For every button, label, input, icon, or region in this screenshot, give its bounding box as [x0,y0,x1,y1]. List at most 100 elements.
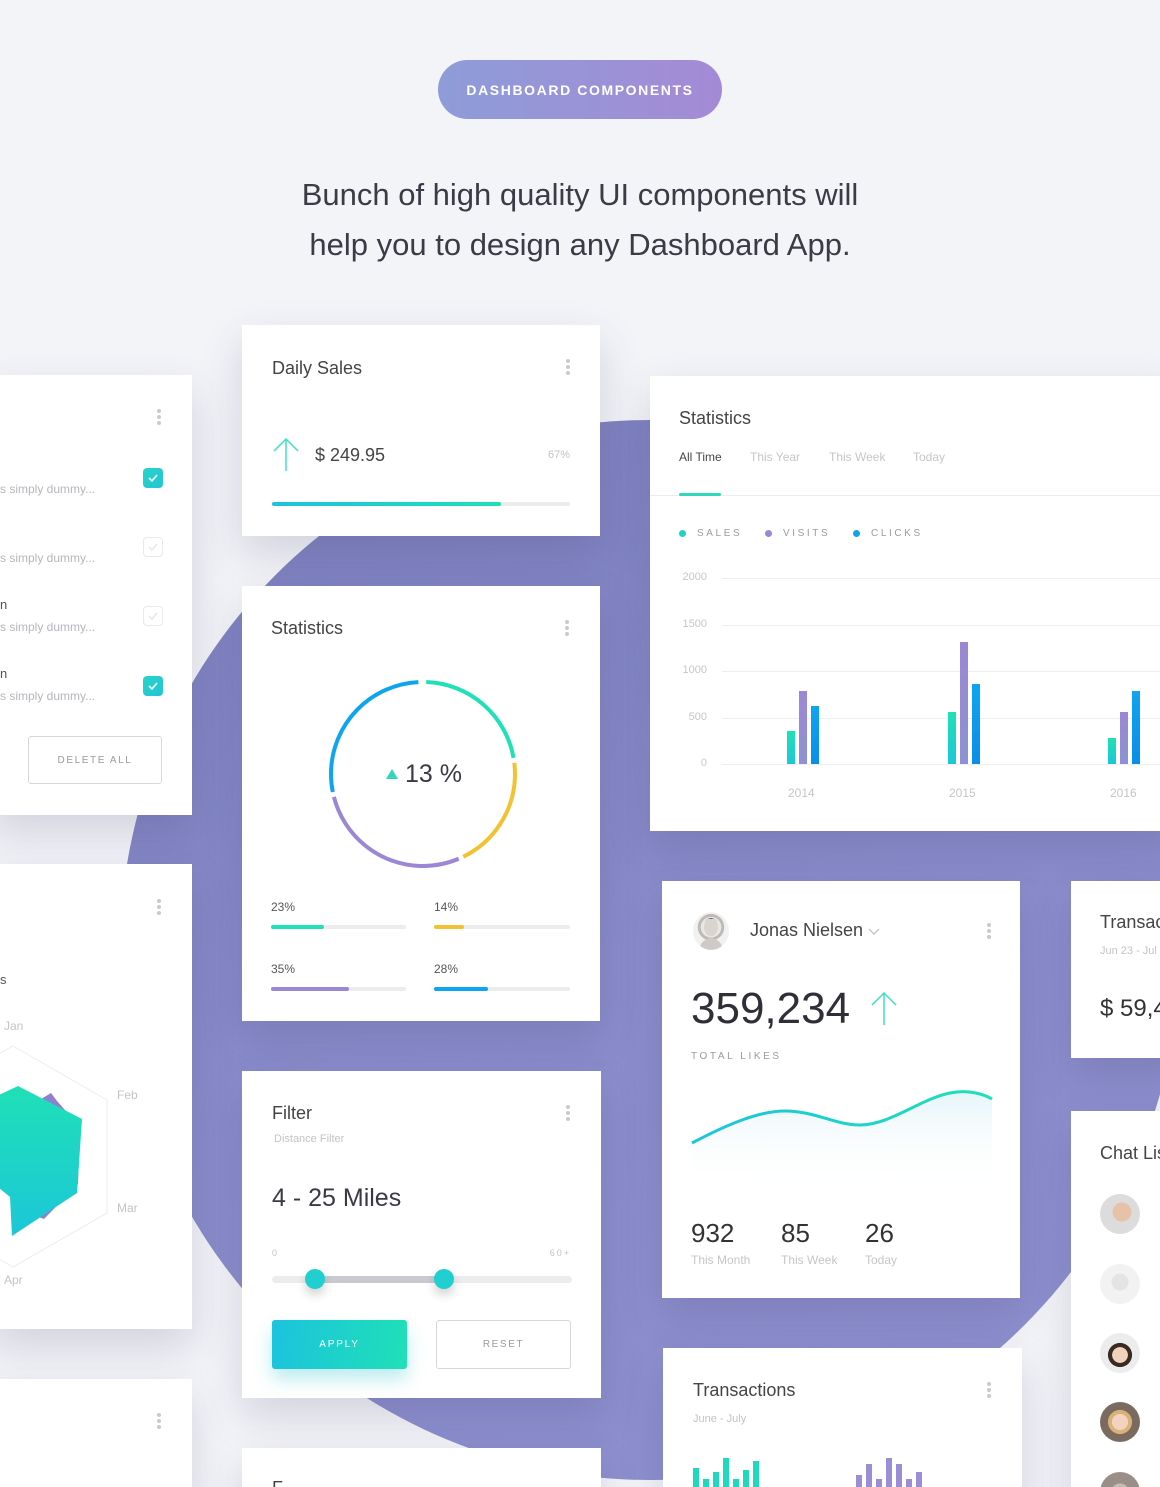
tab-all-time[interactable]: All Time [679,450,722,464]
delete-all-button[interactable]: DELETE ALL [28,736,162,784]
chat-avatar[interactable] [1100,1333,1140,1373]
bar-clicks-2015[interactable] [972,684,980,764]
range-min-label: 0 [272,1248,278,1258]
kebab-icon[interactable] [157,899,161,915]
range-handle-low[interactable] [305,1269,325,1289]
transactions-summary-card: Transac Jun 23 - Jul $ 59,4 [1071,881,1160,1058]
segment-label: 23% [271,900,296,914]
date-range: Jun 23 - Jul [1100,945,1157,957]
teal-mini-bars [693,1458,793,1487]
task-checkbox[interactable] [143,537,163,557]
task-checkbox[interactable] [143,676,163,696]
grid-line [722,625,1160,626]
statistics-ring-card: Statistics 13 % 23% 14% 35% 28% [242,586,600,1021]
avatar[interactable] [693,912,729,950]
kebab-icon[interactable] [565,620,569,636]
donut-chart [329,680,517,868]
x-tick: 2014 [788,786,815,800]
active-tab-indicator [679,493,721,496]
chevron-down-icon[interactable] [868,928,880,936]
y-tick: 1000 [682,664,707,676]
triangle-up-icon [386,769,398,779]
y-tick: 1500 [682,618,707,630]
headline-line-2: help you to design any Dashboard App. [309,227,851,262]
filter-card: Filter Distance Filter 4 - 25 Miles 0 60… [242,1071,601,1398]
x-tick: 2015 [949,786,976,800]
card-title: Transactions [693,1380,796,1400]
radar-axis-label: Apr [4,1273,23,1287]
bar-sales-2016[interactable] [1108,738,1116,764]
legend-dot [765,530,772,537]
task-title: n [0,666,8,681]
tab-today[interactable]: Today [913,450,946,464]
x-tick: 2016 [1110,786,1137,800]
range-max-label: 60+ [549,1248,571,1258]
range-handle-high[interactable] [434,1269,454,1289]
legend-label: SALES [697,528,743,539]
user-name[interactable]: Jonas Nielsen [750,920,864,940]
headline-line-1: Bunch of high quality UI components will [301,177,859,212]
chat-list-card: Chat Lis [1071,1111,1160,1487]
kebab-icon[interactable] [157,409,161,425]
grid-line [722,764,1160,765]
grid-line [722,671,1160,672]
stat-label: This Week [781,1253,838,1267]
stat-label: This Month [691,1253,751,1267]
tab-this-week[interactable]: This Week [829,450,886,464]
ring-center-value: 13 % [405,760,462,788]
range-value: 4 - 25 Miles [272,1184,402,1212]
segment-label: 28% [434,962,459,976]
task-title: n [0,597,8,612]
range-slider-track[interactable] [272,1269,572,1289]
segment-bar [271,925,406,929]
legend-label: CLICKS [871,528,923,539]
statistics-chart-card: Statistics All Time This Year This Week … [650,376,1160,831]
bar-visits-2014[interactable] [799,691,807,764]
radar-chart [0,1045,108,1268]
segment-bar [434,987,570,991]
card-title: Statistics [679,408,752,428]
daily-sales-card: Daily Sales $ 249.95 67% [242,325,600,536]
segment-label: 14% [434,900,459,914]
radar-axis-label: Feb [117,1088,138,1102]
tab-this-year[interactable]: This Year [750,450,801,464]
chat-avatar[interactable] [1100,1402,1140,1442]
stat-value: 85 [781,1218,810,1248]
sales-progress-fill [272,502,502,506]
total-likes-label: TOTAL LIKES [691,1051,782,1062]
tab-divider [650,495,1160,496]
kebab-icon[interactable] [566,359,570,375]
kebab-icon[interactable] [157,1413,161,1429]
card-title: Chat Lis [1100,1143,1160,1163]
task-checkbox[interactable] [143,606,163,626]
transactions-card: Transactions June - July [663,1348,1022,1487]
radar-card: s Jan Feb Mar Apr [0,864,192,1329]
task-text: s simply dummy... [0,482,96,496]
total-likes-value: 359,234 [691,984,851,1033]
bar-chart: 2000 1500 1000 500 0 2014 2015 2016 [650,376,1160,831]
reset-button[interactable]: RESET [436,1320,571,1369]
bar-clicks-2014[interactable] [811,706,819,764]
bar-sales-2014[interactable] [787,731,795,764]
kebab-icon[interactable] [987,1382,991,1398]
left-bottom-card [0,1379,192,1487]
bar-clicks-2016[interactable] [1132,691,1140,764]
kebab-icon[interactable] [987,923,991,939]
task-text: s simply dummy... [0,689,96,703]
check-icon [148,682,158,690]
bar-sales-2015[interactable] [948,712,956,764]
sales-percent: 67% [547,449,570,461]
chat-avatar[interactable] [1100,1194,1140,1234]
transaction-amount: $ 59,4 [1100,995,1160,1022]
radar-axis-label: Jan [4,1019,24,1033]
bar-visits-2015[interactable] [960,642,968,764]
check-icon [148,474,158,482]
chat-avatar[interactable] [1100,1472,1140,1487]
legend-visits: VISITS [765,528,830,539]
y-tick: 500 [688,711,707,723]
task-checkbox[interactable] [143,468,163,488]
bar-visits-2016[interactable] [1120,712,1128,764]
chat-avatar[interactable] [1100,1264,1140,1304]
kebab-icon[interactable] [566,1105,570,1121]
apply-button[interactable]: APPLY [272,1320,407,1369]
